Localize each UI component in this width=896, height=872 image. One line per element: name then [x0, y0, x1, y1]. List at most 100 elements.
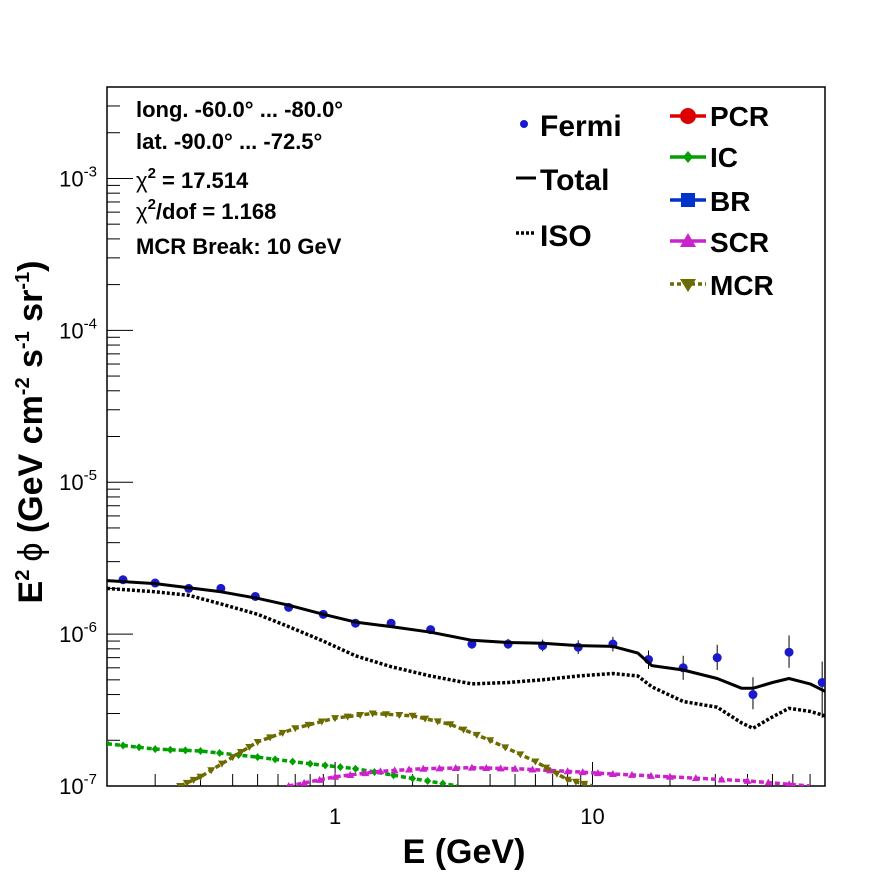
mcr-marker: [563, 776, 572, 784]
y-axis-title-phi: ϕ: [12, 543, 50, 562]
mcr-marker: [531, 758, 540, 766]
info-chi2dof-value: /dof = 1.168: [156, 199, 276, 224]
info-latitude: lat. -90.0° ... -72.5°: [136, 129, 322, 154]
y-axis-title-cm-exp: -2: [12, 377, 34, 395]
info-chi2-symbol: χ: [136, 168, 148, 193]
scr-marker: [764, 778, 773, 786]
info-chi2dof: χ2/dof = 1.168: [136, 196, 276, 224]
scr-marker: [376, 767, 385, 775]
ic-marker: [289, 757, 297, 766]
mcr-marker: [189, 776, 198, 784]
ic-marker: [216, 749, 224, 758]
y-axis-title-units-open: (GeV cm: [12, 395, 50, 542]
fermi-point: [784, 647, 794, 657]
scr-marker: [467, 763, 476, 771]
mcr-marker: [176, 783, 185, 786]
mcr-marker: [571, 778, 580, 786]
legend-total-label: Total: [540, 164, 609, 197]
info-chi2-exp: 2: [148, 165, 156, 182]
ic-marker: [151, 745, 159, 754]
x-tick-label: 1: [329, 804, 341, 829]
legend-fermi-marker: [520, 120, 528, 128]
x-tick-labels: 1 10: [329, 804, 605, 829]
legend-ic-marker: [683, 151, 693, 163]
y-axis-title-s-exp: -1: [12, 331, 34, 349]
y-tick-label: 10-7: [59, 771, 97, 799]
legend-ic-label: IC: [710, 142, 738, 173]
legend-mcr-label: MCR: [710, 270, 774, 301]
y-tick-label: 10-3: [59, 163, 97, 191]
legend-scr-marker: [680, 233, 696, 247]
mcr-marker: [278, 729, 287, 737]
y-axis-title-e-exp: 2: [12, 570, 34, 581]
y-tick-label-exp: -5: [84, 467, 97, 484]
y-tick-label-exp: -7: [84, 771, 97, 788]
fermi-point: [712, 653, 722, 663]
scr-marker: [346, 770, 355, 778]
ic-marker: [196, 746, 204, 755]
ic-marker: [119, 741, 127, 750]
y-axis-title-s: s: [12, 349, 50, 377]
ic-marker: [321, 761, 329, 770]
legend-scr-label: SCR: [710, 227, 769, 258]
y-tick-label-exp: -4: [84, 315, 97, 332]
info-chi2dof-symbol: χ: [136, 199, 148, 224]
scr-marker: [361, 769, 370, 777]
x-tick-label: 10: [580, 804, 604, 829]
mcr-marker: [182, 779, 191, 786]
scr-marker: [627, 770, 636, 778]
ic-marker: [306, 759, 314, 768]
scr-marker: [496, 764, 505, 772]
y-axis-title-sr-exp: -1: [12, 272, 34, 290]
mcr-marker: [459, 726, 468, 734]
iso-line: [107, 586, 825, 731]
scr-marker: [743, 776, 752, 784]
scr-marker: [404, 765, 413, 773]
legend-left: Fermi Total ISO: [516, 110, 622, 253]
mcr-marker: [368, 710, 377, 718]
y-tick-label-exp: -6: [84, 619, 97, 636]
legend-fermi-label: Fermi: [540, 110, 622, 143]
scr-marker: [315, 775, 324, 783]
mcr-marker: [408, 712, 417, 720]
legend-br-label: BR: [710, 186, 750, 217]
scr-marker: [608, 769, 617, 777]
ic-marker: [409, 774, 417, 783]
mcr-marker: [382, 711, 391, 719]
ic-marker: [371, 767, 379, 776]
scr-marker: [482, 764, 491, 772]
scr-marker: [435, 764, 444, 772]
x-axis-title: E (GeV): [403, 833, 526, 871]
y-tick-label: 10-5: [59, 467, 97, 495]
mcr-marker: [356, 712, 365, 720]
scr-marker: [331, 772, 340, 780]
info-block: long. -60.0° ... -80.0° lat. -90.0° ... …: [136, 97, 343, 259]
scr-marker: [717, 775, 726, 783]
ic-marker: [166, 745, 174, 754]
scr-marker: [390, 766, 399, 774]
legend-iso-label: ISO: [540, 220, 592, 253]
mcr-marker: [343, 713, 352, 721]
scr-marker: [286, 782, 291, 786]
y-tick-label-base: 10: [59, 622, 83, 647]
y-tick-label-base: 10: [59, 470, 83, 495]
total-line: [107, 579, 825, 693]
mcr-marker: [421, 715, 430, 723]
scr-marker: [563, 767, 572, 775]
legend-right: PCR IC BR SCR MCR: [670, 101, 774, 301]
info-chi2dof-exp: 2: [148, 196, 156, 213]
info-longitude: long. -60.0° ... -80.0°: [136, 97, 343, 122]
mcr-marker: [317, 718, 326, 726]
mcr-marker: [304, 721, 313, 729]
mcr-marker: [552, 770, 561, 778]
y-tick-label-exp: -3: [84, 163, 97, 180]
mcr-marker: [245, 743, 254, 751]
scr-marker: [300, 778, 309, 786]
mcr-marker: [196, 773, 205, 781]
scr-marker: [646, 771, 655, 779]
y-axis-title: E2ϕ (GeV cm-2 s-1 sr-1): [12, 261, 50, 604]
ic-marker: [254, 753, 262, 762]
fermi-point: [817, 678, 825, 688]
scr-marker: [528, 765, 537, 773]
ic-line: [107, 741, 459, 786]
